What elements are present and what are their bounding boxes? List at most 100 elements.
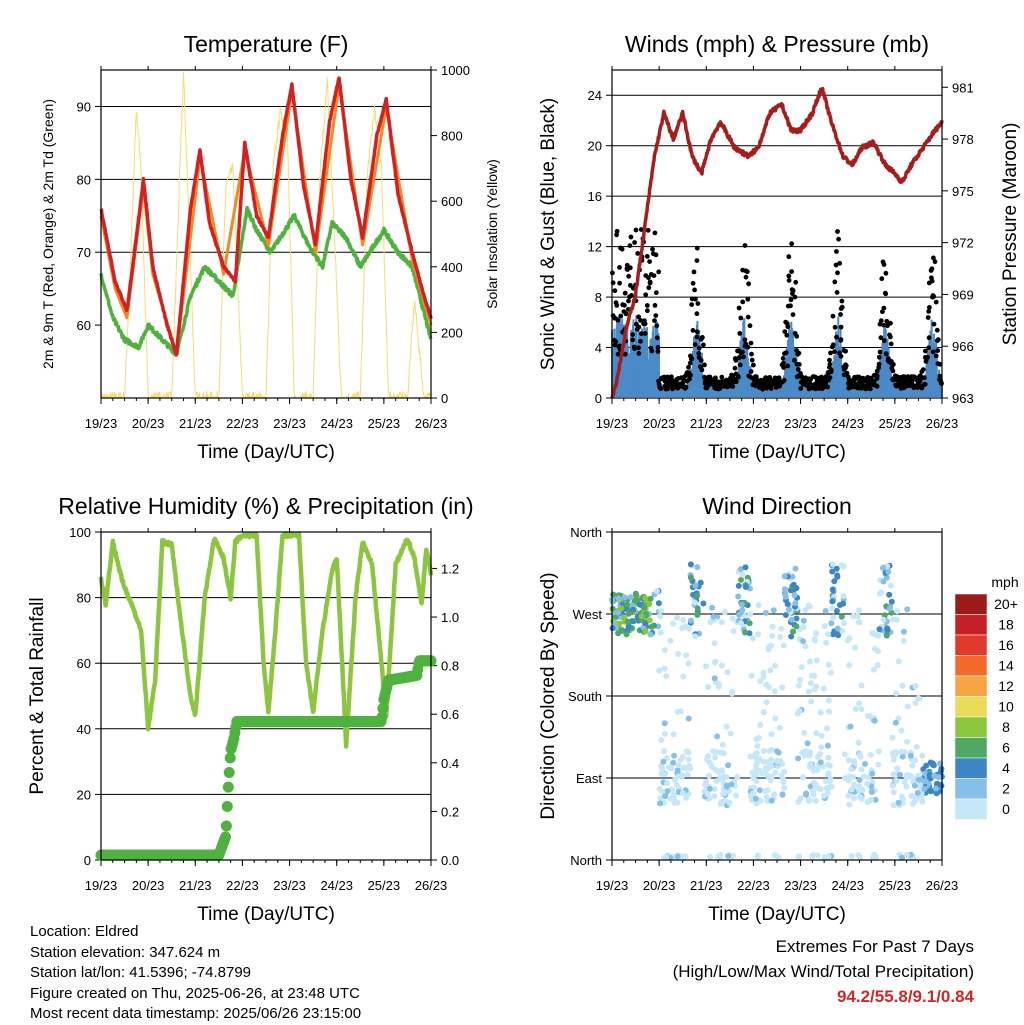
gust-point (754, 374, 759, 380)
y-tick-label: East (576, 771, 602, 786)
direction-point (769, 623, 776, 630)
gust-point (646, 285, 652, 291)
y2-tick-label: 0 (441, 391, 448, 406)
gust-point (888, 341, 894, 347)
gust-point (881, 322, 887, 328)
direction-point (883, 574, 890, 581)
direction-point (782, 593, 789, 600)
gust-point (925, 354, 930, 360)
direction-point (767, 667, 774, 674)
gust-point (631, 344, 637, 350)
direction-point (829, 605, 836, 612)
gust-point (890, 368, 896, 374)
gust-point (923, 348, 928, 354)
direction-point (886, 605, 893, 612)
direction-point (687, 561, 694, 568)
gust-point (687, 360, 693, 366)
gust-point (766, 375, 772, 381)
direction-point (852, 644, 858, 651)
direction-point (711, 675, 718, 682)
direction-point (909, 762, 916, 769)
direction-point (687, 617, 694, 624)
direction-point (830, 614, 837, 621)
gust-point (938, 380, 944, 385)
y-tick-label: North (570, 853, 602, 868)
gust-point (783, 350, 789, 355)
direction-point (871, 717, 878, 724)
direction-point (827, 669, 834, 676)
direction-point (857, 854, 864, 861)
direction-point (851, 783, 858, 790)
gust-point (733, 357, 739, 363)
direction-point (825, 661, 832, 668)
y-tick-label: 90 (77, 99, 91, 114)
gust-point (683, 384, 689, 390)
direction-point (706, 785, 713, 792)
direction-point (631, 597, 638, 604)
legend-label: 0 (1002, 801, 1010, 817)
direction-point (683, 652, 690, 659)
direction-point (623, 631, 630, 638)
y-axis-label: Direction (Colored By Speed) (538, 572, 559, 819)
direction-point (899, 753, 906, 760)
x-tick-label: 20/23 (132, 416, 165, 431)
direction-point (851, 758, 857, 765)
direction-point (609, 605, 616, 612)
legend-swatch (954, 716, 988, 738)
direction-point (890, 616, 897, 623)
y-tick-label: South (568, 689, 602, 704)
gust-point (652, 318, 657, 323)
y2-tick-label: 966 (952, 339, 974, 354)
gust-point (786, 278, 792, 283)
direction-point (904, 852, 910, 859)
y2-tick-label: 0.8 (441, 659, 459, 674)
direction-point (840, 600, 847, 607)
gust-point (881, 305, 887, 311)
gust-point (798, 386, 804, 391)
direction-point (742, 584, 749, 590)
direction-point (784, 601, 791, 608)
direction-point (817, 759, 824, 766)
gust-point (650, 246, 655, 252)
station-info: Location: Eldred Station elevation: 347.… (30, 922, 361, 1025)
y2-tick-label: 0.4 (441, 756, 459, 771)
direction-point (901, 779, 908, 785)
gust-point (781, 377, 787, 383)
gust-point (832, 324, 838, 330)
gust-point (931, 255, 936, 261)
direction-point (754, 766, 760, 773)
gust-point (934, 327, 940, 333)
direction-point (615, 630, 622, 637)
legend-label: 18 (998, 617, 1014, 633)
y-tick-label: 12 (588, 240, 602, 255)
direction-point (800, 624, 807, 631)
legend-swatch (954, 655, 988, 677)
gust-point (883, 270, 889, 276)
direction-point (733, 792, 740, 799)
direction-point (855, 619, 862, 626)
gust-point (653, 313, 659, 318)
direction-point (807, 749, 814, 756)
y-tick-label: 70 (77, 245, 91, 260)
direction-point (856, 700, 863, 707)
direction-point (838, 613, 845, 620)
direction-point (858, 706, 865, 713)
y2-tick-label: 0.2 (441, 804, 459, 819)
direction-point (670, 620, 677, 627)
direction-point (724, 669, 731, 676)
precip-series (95, 655, 437, 861)
direction-point (874, 662, 881, 669)
latlon-text: Station lat/lon: 41.5396; -74.8799 (30, 964, 252, 981)
gust-point (615, 351, 621, 357)
direction-point (847, 723, 854, 730)
direction-point (846, 801, 853, 808)
direction-point (753, 770, 760, 777)
direction-point (885, 568, 892, 575)
direction-point (735, 593, 742, 600)
direction-point (671, 799, 678, 806)
direction-point (813, 683, 820, 690)
direction-point (889, 782, 896, 789)
direction-point (793, 615, 800, 622)
direction-point (663, 673, 670, 680)
direction-point (831, 578, 838, 585)
